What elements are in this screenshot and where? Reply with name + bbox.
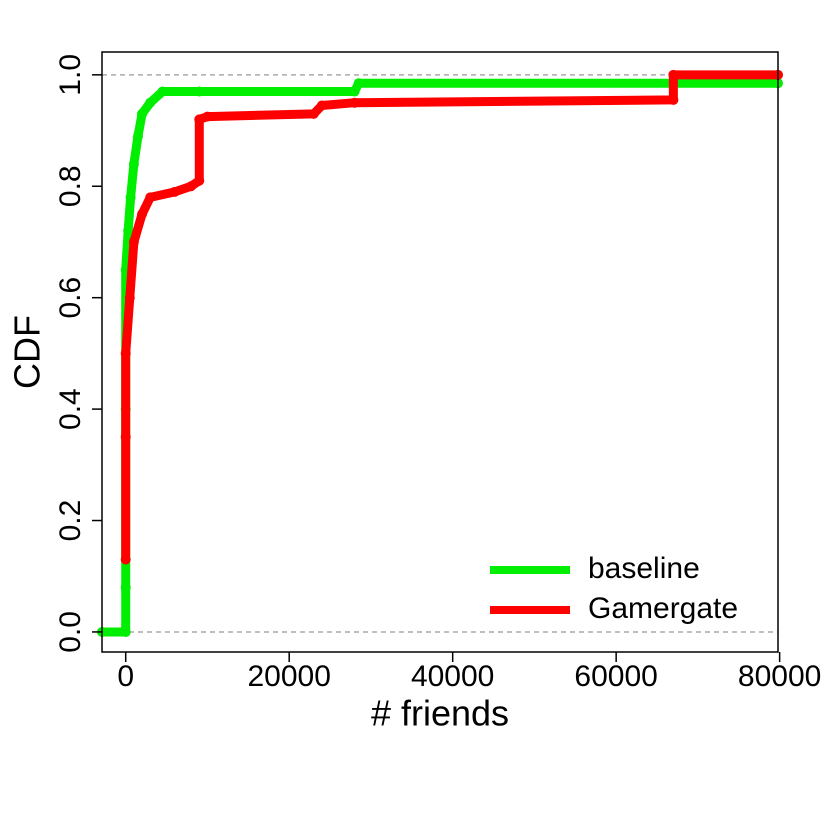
data-point — [125, 192, 136, 203]
data-point — [120, 431, 131, 442]
data-point — [668, 94, 679, 105]
data-point — [316, 100, 327, 111]
data-point — [128, 236, 139, 247]
data-point — [120, 554, 131, 565]
data-point — [145, 192, 156, 203]
data-point — [349, 97, 360, 108]
data-point — [194, 86, 205, 97]
data-point — [194, 175, 205, 186]
x-tick-label: 20000 — [247, 660, 330, 693]
y-tick-label: 0.8 — [54, 165, 87, 207]
data-point — [132, 131, 143, 142]
y-tick-label: 1.0 — [54, 54, 87, 96]
data-point — [128, 158, 139, 169]
x-tick-label: 0 — [117, 660, 134, 693]
y-tick-label: 0.6 — [54, 277, 87, 319]
data-point — [120, 582, 131, 593]
data-point — [353, 78, 364, 89]
data-point — [349, 86, 360, 97]
y-tick-label: 0.2 — [54, 500, 87, 542]
data-point — [120, 348, 131, 359]
data-point — [137, 209, 148, 220]
data-point — [202, 111, 213, 122]
plot-frame — [101, 51, 779, 653]
y-tick-label: 0.4 — [54, 388, 87, 430]
data-point — [169, 186, 180, 197]
data-point — [124, 292, 135, 303]
series-line — [121, 70, 783, 565]
data-point — [145, 97, 156, 108]
data-point — [157, 86, 168, 97]
data-point — [137, 108, 148, 119]
legend-label: Gamergate — [588, 592, 738, 625]
x-tick-label: 40000 — [411, 660, 494, 693]
x-tick-label: 80000 — [738, 660, 821, 693]
legend-label: baseline — [588, 552, 700, 585]
data-point — [668, 69, 679, 80]
x-tick-label: 60000 — [574, 660, 657, 693]
data-point — [120, 626, 131, 637]
x-axis-label: # friends — [371, 693, 509, 734]
data-point — [186, 181, 197, 192]
y-tick-label: 0.0 — [54, 611, 87, 653]
data-point — [123, 225, 134, 236]
data-point — [308, 108, 319, 119]
data-point — [194, 114, 205, 125]
y-axis-label: CDF — [7, 315, 48, 389]
